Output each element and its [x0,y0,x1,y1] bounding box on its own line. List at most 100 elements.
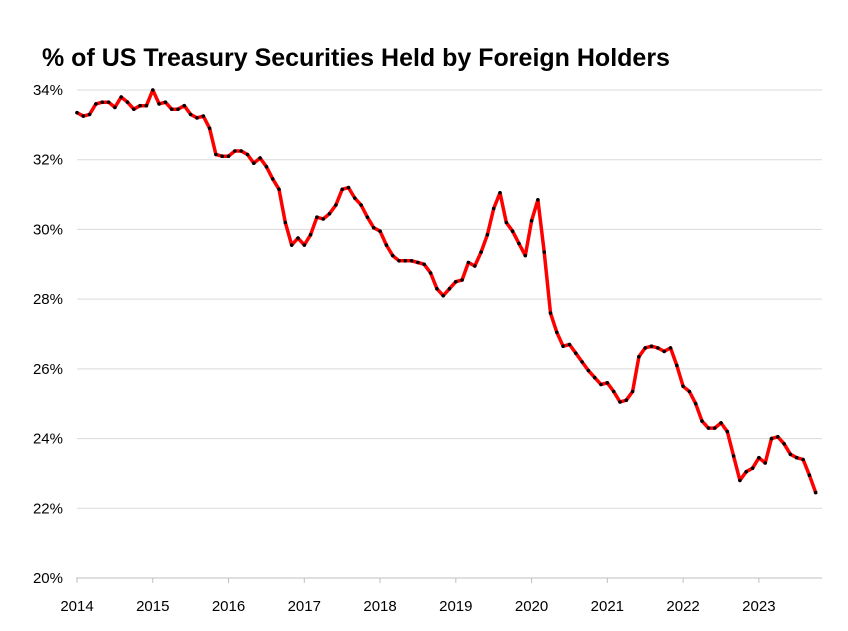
data-point [252,161,256,165]
data-point [353,196,357,200]
data-point [403,259,408,263]
data-point [460,278,464,282]
y-tick-label: 34% [33,82,63,99]
x-tick-label: 2022 [666,598,699,615]
data-point [277,187,281,192]
data-point [485,232,490,237]
data-point [226,154,231,158]
y-tick-label: 30% [33,221,63,238]
data-point [807,473,812,478]
data-point [668,346,673,350]
chart-title: % of US Treasury Securities Held by Fore… [42,44,670,72]
data-point [384,243,389,247]
y-axis-labels: 20% 22% 24% 26% 28% 30% 32% 34% [33,82,63,587]
data-point [763,461,767,465]
data-point [693,401,698,406]
data-point [132,107,136,111]
data-point [195,116,199,120]
data-point [169,107,174,111]
data-point [656,346,660,350]
data-points [75,88,818,495]
data-point [428,271,433,275]
data-point [435,286,439,291]
data-point [371,225,376,230]
gridlines [77,89,822,509]
data-point [637,354,641,359]
data-point [479,250,483,254]
y-tick-label: 32% [33,152,63,169]
data-point [586,368,591,373]
data-point [233,149,237,153]
data-point [264,164,269,169]
data-point [473,264,477,268]
y-tick-label: 24% [33,431,63,448]
data-point [542,250,546,254]
data-point [270,177,275,181]
data-point [144,103,149,108]
data-point [687,389,692,394]
y-tick-label: 26% [33,361,63,378]
data-point [214,152,218,157]
x-tick-marks [76,578,760,583]
data-point [523,253,528,258]
data-point [776,435,780,439]
y-tick-label: 22% [33,500,63,517]
data-point [176,107,180,111]
data-point [750,466,755,471]
data-point [157,102,161,106]
data-point [239,149,243,153]
data-point [738,478,742,483]
data-point [788,452,793,457]
data-point [548,311,553,315]
x-tick-label: 2019 [439,598,472,615]
data-point [94,102,98,106]
data-point [416,260,420,265]
data-point [466,260,471,265]
x-tick-label: 2015 [136,598,169,615]
data-point [87,112,92,117]
data-point [151,88,155,92]
data-point [744,469,748,474]
data-point [283,220,288,225]
data-point [315,215,319,219]
data-point [359,203,363,207]
data-point [592,375,597,380]
data-point [327,211,332,216]
x-tick-label: 2023 [742,598,775,615]
data-point [813,490,818,495]
data-point [201,114,206,118]
data-point [245,152,250,157]
data-point [510,229,515,233]
data-point [258,156,262,160]
data-point [706,426,711,430]
data-point [574,351,578,356]
data-point [801,457,805,462]
data-point [498,191,502,195]
data-point [321,217,326,221]
data-point [182,103,187,108]
data-point [106,100,111,104]
data-point [712,426,717,430]
data-point [302,243,307,247]
data-point [618,400,622,404]
data-point [409,259,414,263]
data-point [580,360,584,364]
data-point [517,241,521,246]
data-point [536,198,540,202]
data-point [81,114,86,118]
data-point [605,381,610,385]
data-point [188,112,193,117]
data-point [529,218,534,223]
data-point [346,185,351,190]
data-point [365,215,370,219]
data-point [769,436,774,441]
data-point [662,349,666,354]
data-point [719,421,723,425]
y-tick-label: 28% [33,291,63,308]
data-point [794,455,799,460]
data-point [163,100,168,104]
data-point [611,389,616,394]
data-point [334,203,338,207]
data-point [630,389,635,394]
